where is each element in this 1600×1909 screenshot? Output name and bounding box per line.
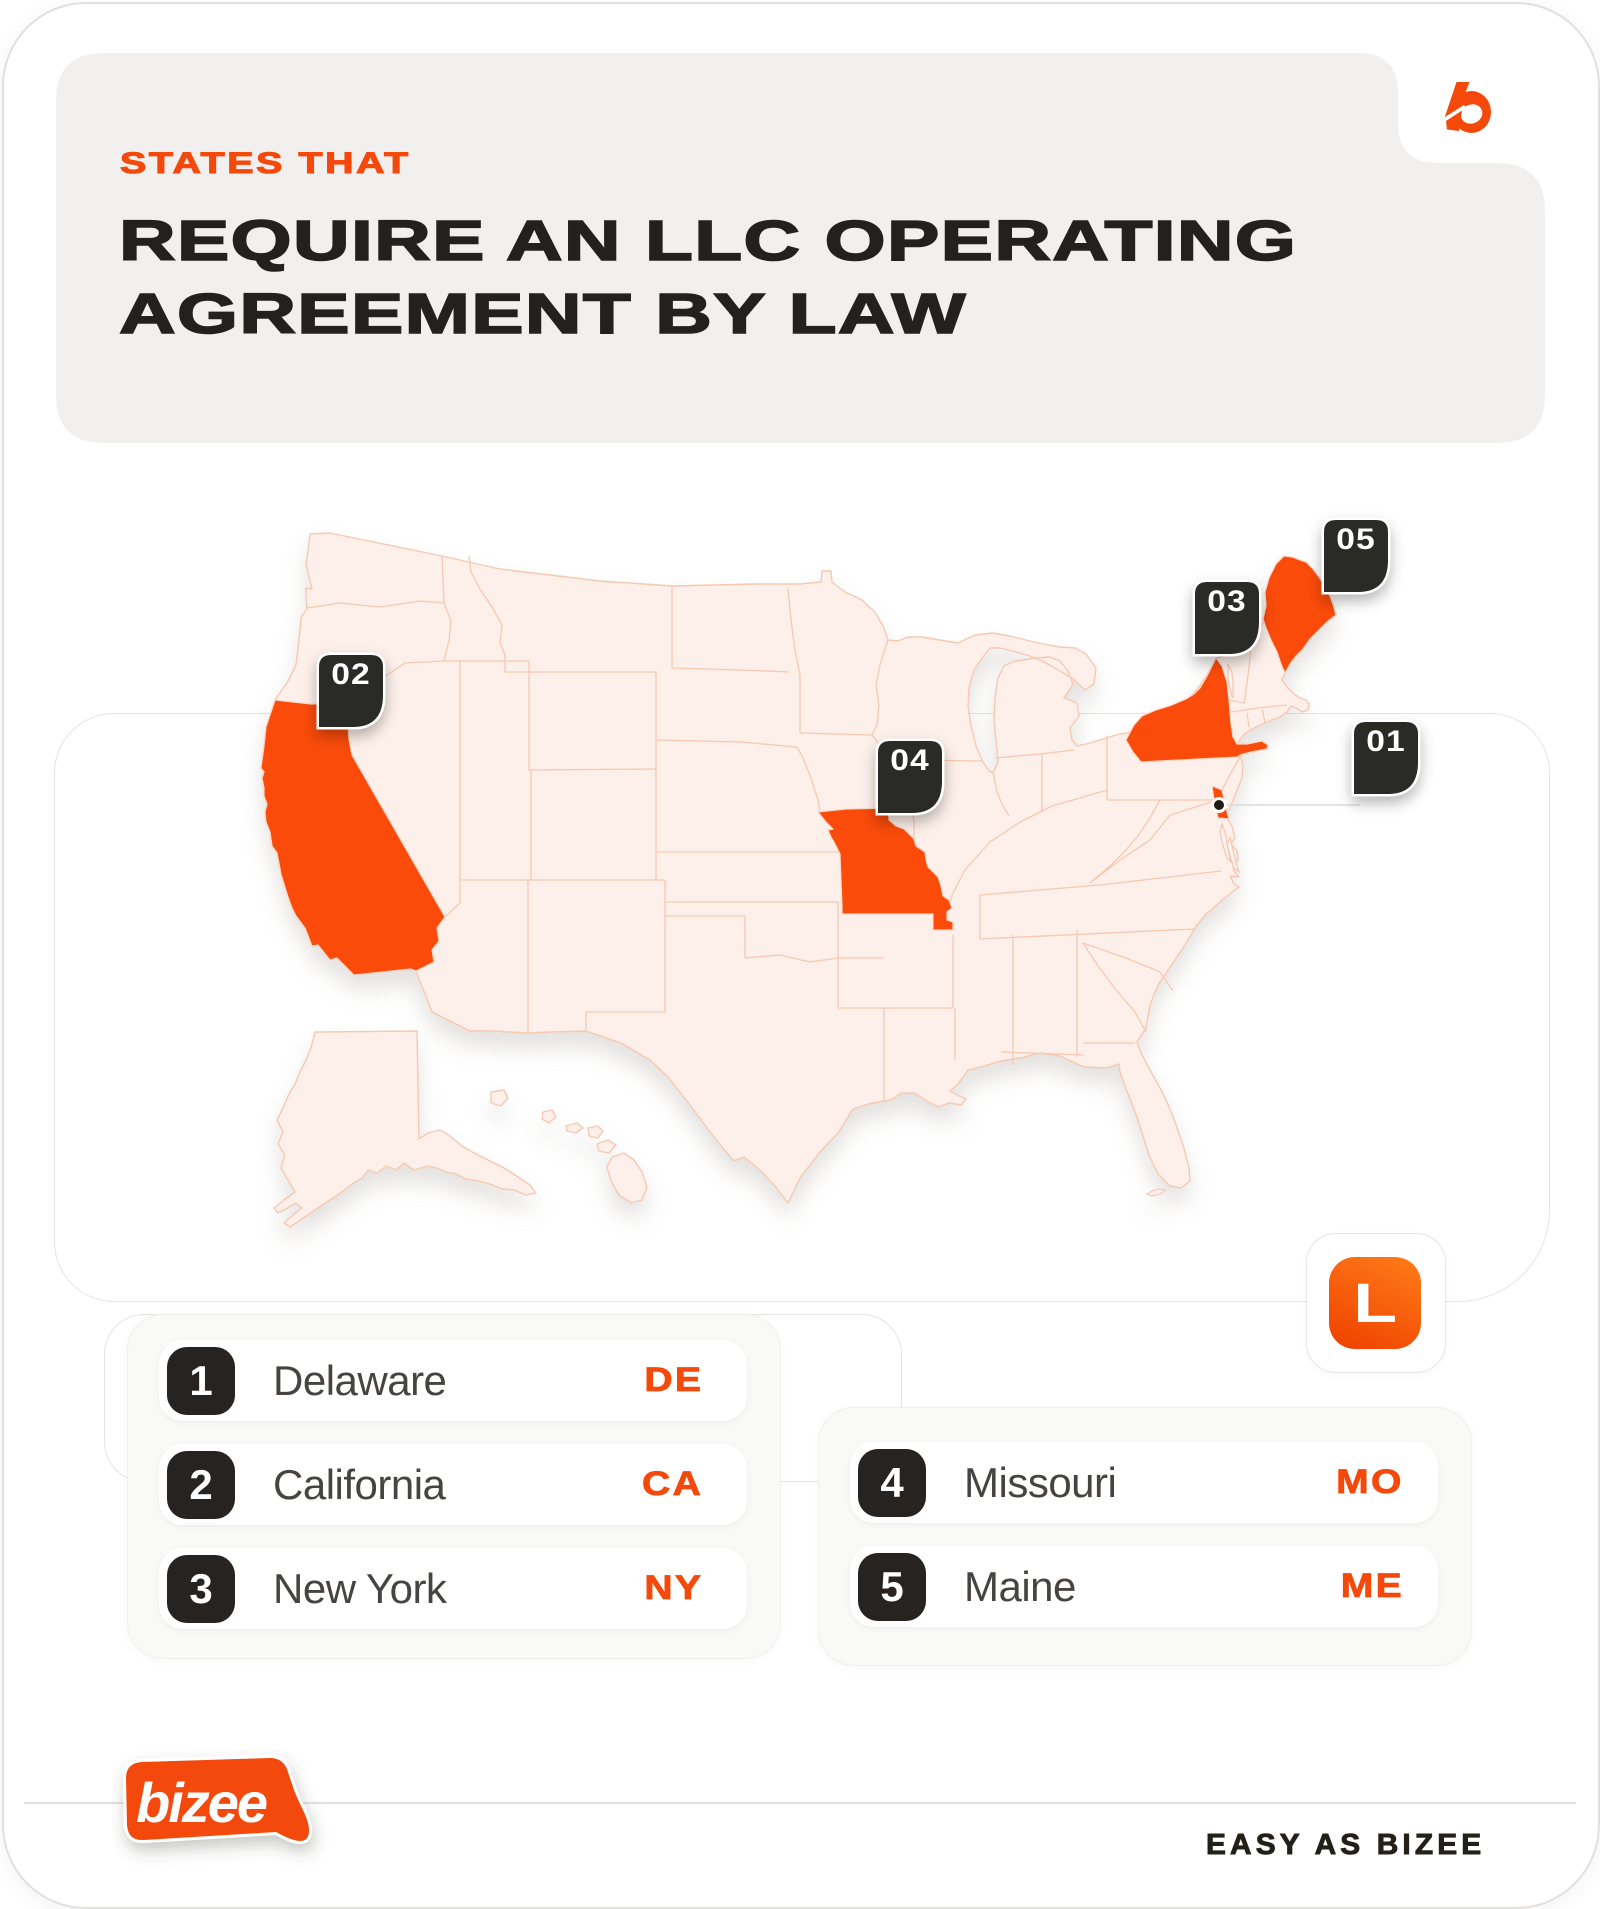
svg-text:bizee: bizee — [136, 1771, 267, 1834]
